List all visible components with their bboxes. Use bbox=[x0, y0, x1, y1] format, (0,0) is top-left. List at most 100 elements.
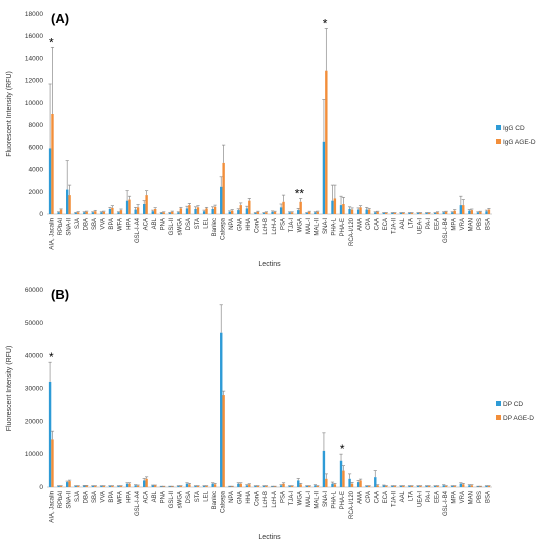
bar-series1 bbox=[433, 212, 437, 214]
bar-series1 bbox=[279, 207, 283, 214]
bar-series2 bbox=[85, 211, 88, 214]
significance-marker: * bbox=[49, 35, 54, 49]
significance-marker: ** bbox=[295, 186, 305, 200]
x-tick-label: GSL-I-A4 bbox=[135, 490, 141, 516]
bar-series1 bbox=[416, 486, 420, 487]
bar-series2 bbox=[111, 486, 114, 487]
x-tick-label: TJA-I bbox=[289, 218, 295, 233]
x-tick-label: ABL bbox=[152, 490, 158, 502]
x-tick-label: GSL-I-B4 bbox=[443, 217, 449, 243]
x-tick-label: ECA bbox=[383, 218, 389, 230]
y-tick-label: 30000 bbox=[25, 386, 43, 393]
bar-series1 bbox=[211, 209, 214, 214]
bar-series1 bbox=[160, 486, 163, 487]
bar-series1 bbox=[237, 483, 240, 487]
x-axis-title: Lectins bbox=[258, 261, 281, 268]
bar-series2 bbox=[299, 201, 302, 214]
bar-series2 bbox=[487, 486, 491, 487]
bar-series2 bbox=[367, 486, 371, 487]
bar-series2 bbox=[359, 207, 362, 214]
bar-series2 bbox=[239, 205, 242, 214]
bar-series1 bbox=[194, 209, 197, 214]
bar-series1 bbox=[459, 205, 463, 214]
x-tick-label: sWGA bbox=[178, 218, 184, 235]
x-tick-label: SBA bbox=[92, 218, 98, 230]
x-tick-label: BPA bbox=[109, 218, 115, 230]
bar-series1 bbox=[271, 486, 274, 487]
bar-series1 bbox=[476, 212, 480, 214]
x-tick-label: PSA bbox=[280, 491, 286, 503]
x-tick-label: DBA bbox=[84, 491, 90, 503]
bar-series2 bbox=[68, 195, 71, 214]
x-tick-label: EEA bbox=[434, 491, 440, 503]
legend-label: DP CD bbox=[503, 401, 523, 408]
bar-series2 bbox=[273, 211, 277, 214]
bar-series1 bbox=[134, 209, 137, 214]
x-tick-label: MAN bbox=[469, 491, 475, 504]
bar-series2 bbox=[299, 484, 302, 487]
bar-series2 bbox=[196, 207, 200, 214]
bar-series2 bbox=[402, 486, 405, 487]
bar-series2 bbox=[290, 486, 294, 487]
bar-series2 bbox=[162, 212, 165, 214]
bar-series2 bbox=[427, 486, 431, 487]
x-tick-label: VVA bbox=[101, 491, 107, 503]
y-axis-title: Fluorescent Intensity (RFU) bbox=[6, 71, 13, 157]
x-tick-label: SNA-II bbox=[66, 218, 72, 236]
x-tick-label: ConA bbox=[255, 218, 261, 233]
bar-series1 bbox=[254, 212, 257, 214]
bar-series1 bbox=[356, 209, 360, 214]
bar-series1 bbox=[108, 209, 112, 214]
bar-series1 bbox=[348, 478, 351, 487]
bar-series2 bbox=[59, 209, 63, 214]
x-tick-label: EEA bbox=[434, 218, 440, 230]
panel-a-chart: 0 2000 4000 6000 8000 10000 12000 14000 16000 180… bbox=[6, 11, 536, 268]
x-tick-label: ConA bbox=[255, 491, 261, 506]
x-tick-label: HHA bbox=[246, 218, 252, 231]
bar-series1 bbox=[459, 483, 463, 487]
bar-series1 bbox=[134, 485, 137, 487]
bar-series1 bbox=[288, 212, 291, 214]
bar-series2 bbox=[444, 211, 448, 214]
bar-series1 bbox=[48, 148, 52, 214]
bar-series1 bbox=[297, 480, 300, 487]
x-tick-label: WFA bbox=[118, 218, 124, 231]
x-tick-label: MAL-I bbox=[306, 218, 312, 234]
bar-series1 bbox=[160, 212, 163, 214]
bar-series1 bbox=[151, 485, 154, 487]
bar-series2 bbox=[410, 486, 414, 487]
bar-series1 bbox=[66, 189, 69, 214]
bar-series2 bbox=[453, 486, 456, 487]
bar-series2 bbox=[342, 470, 345, 487]
x-tick-label: TJA-II bbox=[392, 218, 398, 234]
bar-series2 bbox=[248, 484, 251, 487]
bar-series1 bbox=[468, 210, 471, 214]
y-axis-title: Fluorescent Intensity (RFU) bbox=[6, 346, 13, 432]
y-tick-label: 16000 bbox=[25, 33, 43, 40]
x-tick-label: LcH-A bbox=[272, 491, 278, 508]
bar-series1 bbox=[374, 212, 377, 214]
bar-series1 bbox=[416, 212, 420, 214]
x-tick-label: AIA, Jacalin bbox=[49, 218, 55, 250]
bar-series1 bbox=[254, 486, 257, 487]
bar-series2 bbox=[128, 199, 131, 214]
bar-series1 bbox=[91, 486, 95, 487]
bar-series2 bbox=[213, 484, 217, 487]
y-tick-label: 50000 bbox=[25, 320, 43, 327]
x-tick-label: DSA bbox=[186, 218, 192, 230]
y-tick-label: 10000 bbox=[25, 100, 43, 107]
bar-series2 bbox=[111, 207, 114, 214]
bar-series2 bbox=[359, 480, 362, 487]
panel-label: (A) bbox=[51, 11, 69, 26]
x-tick-label: SNA-I bbox=[323, 218, 329, 234]
x-tick-label: CAA bbox=[374, 491, 380, 503]
x-tick-label: CPA bbox=[366, 491, 372, 503]
bar-series2 bbox=[171, 486, 174, 487]
x-tick-label: STA bbox=[195, 218, 201, 229]
bar-series1 bbox=[262, 212, 266, 214]
bar-series1 bbox=[399, 486, 403, 487]
x-tick-label: sWGA bbox=[178, 491, 184, 508]
bar-series2 bbox=[385, 486, 388, 487]
x-tick-label: Calsepa bbox=[220, 217, 226, 240]
bar-series1 bbox=[271, 211, 274, 214]
